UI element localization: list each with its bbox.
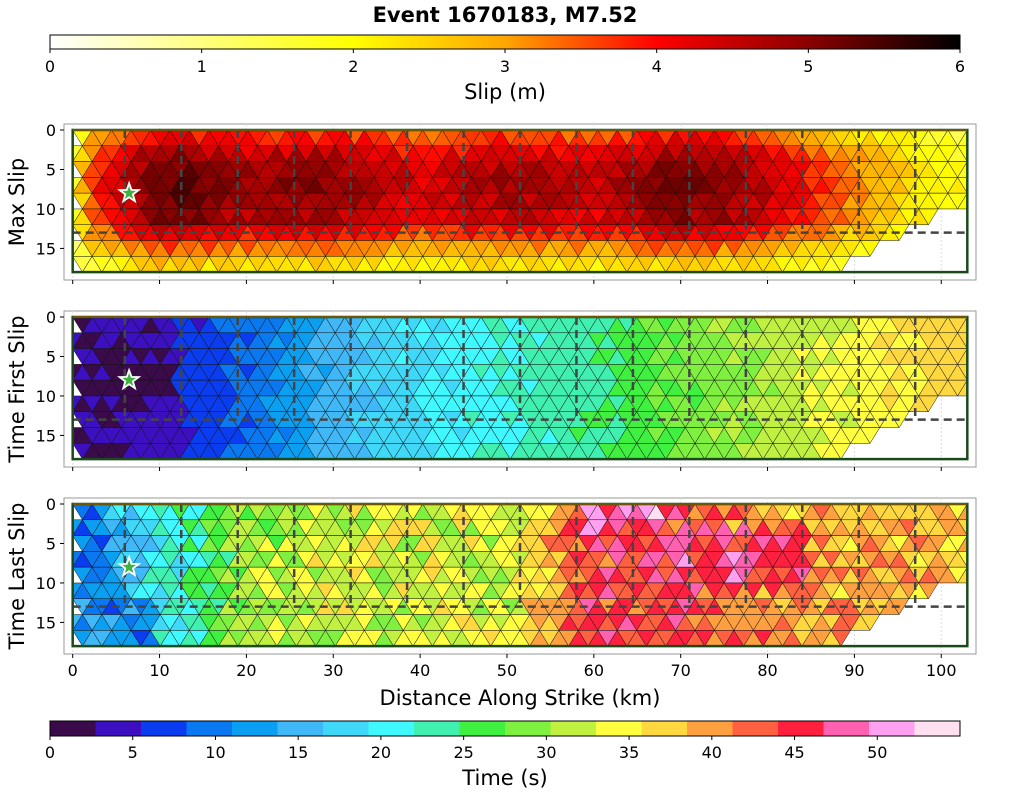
slip-colorbar-bar [49, 34, 961, 50]
time-colorbar-segment [505, 721, 551, 736]
mesh-cell [918, 208, 939, 226]
hypocenter-star [117, 367, 142, 391]
time-tick-label: 20 [371, 743, 391, 762]
y-tick-label: 0 [46, 121, 56, 140]
mesh-cell [830, 256, 852, 273]
time-tick-label: 5 [128, 743, 138, 762]
mesh-cell [918, 582, 939, 600]
time-tick-label: 15 [288, 743, 308, 762]
x-tick-label: 0 [68, 661, 78, 680]
slip-tick-label: 1 [197, 57, 207, 76]
time-colorbar-bar [49, 720, 961, 737]
x-tick-label: 10 [149, 661, 169, 680]
x-tick-label: 70 [671, 661, 691, 680]
x-tick-label: 20 [236, 661, 256, 680]
time-colorbar-segment [414, 721, 460, 736]
time-colorbar-segment [277, 721, 324, 736]
time-colorbar-segment [186, 721, 233, 736]
time-colorbar-segment [687, 721, 733, 736]
panels: 0 5 10 15 Max Slip 0 5 10 15 Time First Slip 0 5 10 1… [5, 121, 977, 680]
y-tick-label: 0 [46, 495, 56, 514]
mesh-cell [918, 395, 939, 413]
y-axis-label: Time First Slip [5, 315, 29, 463]
time-colorbar-frame [49, 720, 961, 737]
time-colorbar-segment [550, 721, 597, 736]
time-tick-label: 45 [784, 743, 804, 762]
y-axis-label: Max Slip [5, 158, 29, 246]
slip-colorbar: 0 1 2 3 4 5 6 Slip (m) [45, 34, 965, 104]
y-tick-label: 10 [36, 387, 56, 406]
y-tick-label: 15 [36, 239, 56, 258]
fault-mesh [72, 129, 968, 273]
time-colorbar-segment [596, 721, 642, 736]
time-colorbar-label: Time (s) [461, 766, 547, 790]
slip-tick-label: 4 [652, 57, 662, 76]
time-colorbar-segment [778, 721, 824, 736]
y-tick-label: 5 [46, 160, 56, 179]
time-tick-label: 40 [702, 743, 722, 762]
time-tick-label: 10 [205, 743, 225, 762]
mesh-cell [859, 614, 881, 631]
time-colorbar-segment [459, 721, 506, 736]
time-colorbar-segment [95, 721, 142, 736]
time-colorbar-segment [869, 721, 915, 736]
x-tick-label: 90 [844, 661, 864, 680]
panel-time-first-slip: 0 5 10 15 Time First Slip [5, 308, 977, 471]
x-tick-label: 100 [926, 661, 957, 680]
time-colorbar-segment [232, 721, 278, 736]
slip-tick-label: 2 [348, 57, 358, 76]
y-tick-label: 5 [46, 347, 56, 366]
x-tick-label: 30 [323, 661, 343, 680]
y-tick-label: 5 [46, 534, 56, 553]
y-tick-label: 10 [36, 200, 56, 219]
slip-tick-label: 3 [500, 57, 510, 76]
mesh-cell [830, 443, 852, 460]
time-colorbar-segment [141, 721, 187, 736]
time-colorbar-segment [823, 721, 870, 736]
mesh-cell [830, 630, 852, 647]
time-colorbar-ticks: 0 5 10 15 20 25 30 35 40 45 50 [45, 736, 887, 762]
x-tick-label: 60 [584, 661, 604, 680]
time-tick-label: 0 [45, 743, 55, 762]
fault-mesh [72, 503, 968, 647]
time-colorbar-segment [368, 721, 415, 736]
x-tick-label: 80 [757, 661, 777, 680]
time-colorbar-segment [50, 721, 96, 736]
slip-colorbar-label: Slip (m) [464, 80, 546, 104]
time-tick-label: 35 [619, 743, 639, 762]
time-colorbar-segment [641, 721, 688, 736]
chart-title: Event 1670183, M7.52 [373, 3, 638, 27]
time-tick-label: 25 [453, 743, 473, 762]
time-colorbar-segment [323, 721, 369, 736]
hypocenter-star [117, 554, 142, 578]
y-axis-label: Time Last Slip [5, 503, 29, 651]
panel-time-last-slip: 0 5 10 15 Time Last Slip 0 10 20 30 40 50 60 70 80 90 1… [5, 495, 977, 680]
time-tick-label: 50 [867, 743, 887, 762]
time-colorbar-segment [914, 721, 961, 736]
x-tick-label: 40 [410, 661, 430, 680]
hypocenter-star [117, 180, 142, 204]
time-colorbar-segment [732, 721, 779, 736]
x-tick-label: 50 [497, 661, 517, 680]
slip-tick-label: 6 [955, 57, 965, 76]
time-tick-label: 30 [536, 743, 556, 762]
y-tick-label: 10 [36, 574, 56, 593]
fault-mesh [72, 316, 968, 460]
slip-tick-label: 0 [45, 57, 55, 76]
x-axis-label: Distance Along Strike (km) [380, 686, 661, 710]
slip-colorbar-ticks: 0 1 2 3 4 5 6 [45, 49, 965, 76]
time-colorbar: 0 5 10 15 20 25 30 35 40 45 50 Time (s) [45, 720, 961, 790]
y-tick-label: 15 [36, 426, 56, 445]
slip-tick-label: 5 [803, 57, 813, 76]
mesh-cell [859, 427, 881, 444]
y-tick-label: 0 [46, 308, 56, 327]
mesh-cell [859, 240, 881, 257]
y-tick-label: 15 [36, 613, 56, 632]
panel-max-slip: 0 5 10 15 Max Slip [5, 121, 977, 284]
